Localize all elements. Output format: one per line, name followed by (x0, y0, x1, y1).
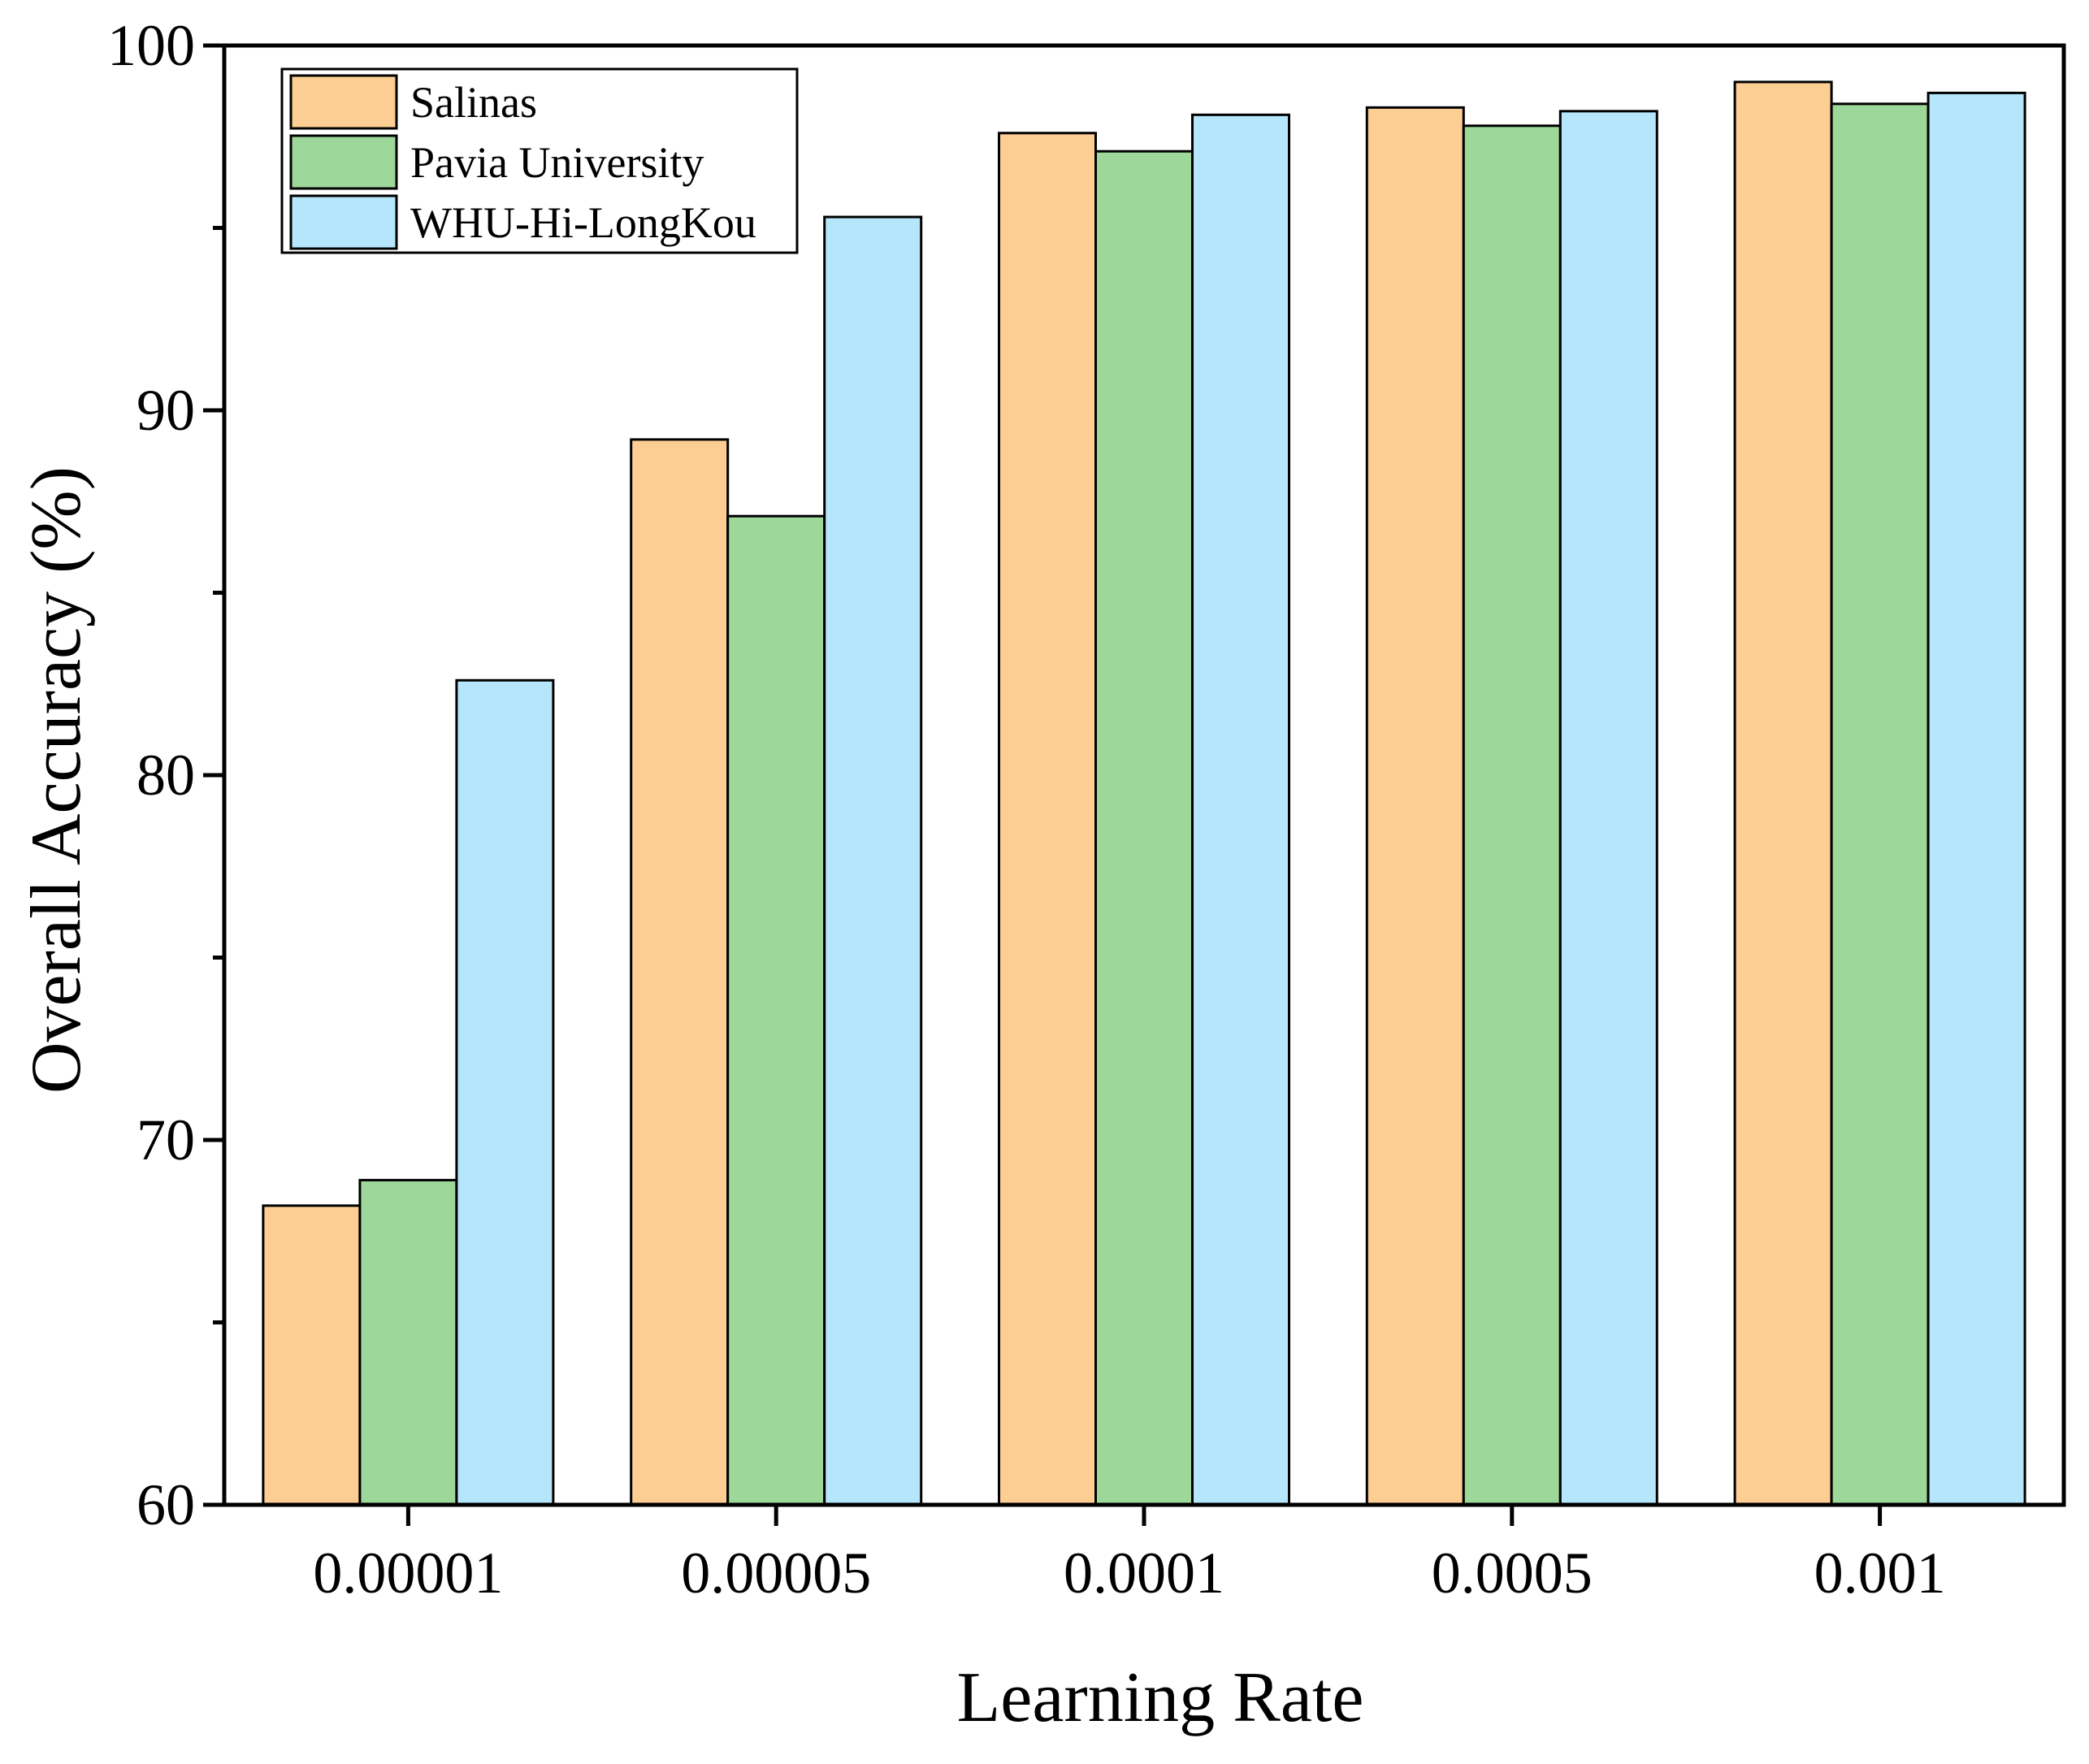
y-tick-label: 60 (137, 1472, 195, 1537)
legend-swatch-pavia-university (289, 134, 398, 190)
bar-pavia-university-0_00005 (726, 514, 826, 1506)
bar-salinas-0_00001 (262, 1204, 362, 1506)
bar-salinas-0_00005 (630, 438, 730, 1506)
ticks-group: 60 70 80 90 100 0.00001 0.00005 0.0001 0.0005 0.0… (107, 13, 1946, 1606)
bar-pavia-university-0_0005 (1462, 124, 1562, 1506)
x-axis-title: Learning Rate (957, 1658, 1364, 1737)
legend-label-whu-hi-longkou: WHU-Hi-LongKou (410, 198, 756, 247)
bar-salinas-0_0005 (1365, 106, 1465, 1506)
bar-pavia-university-0_0001 (1094, 150, 1194, 1506)
y-axis-title: Overall Accuracy (%) (17, 466, 96, 1094)
x-tick-label: 0.001 (1814, 1541, 1946, 1606)
bar-pavia-university-0_001 (1830, 102, 1930, 1506)
y-tick-label: 90 (137, 378, 195, 443)
x-tick-label: 0.0001 (1064, 1541, 1224, 1606)
legend-label-salinas: Salinas (410, 78, 537, 127)
legend-swatch-salinas (289, 74, 398, 130)
bar-whu-hi-longkou-0_0001 (1191, 113, 1290, 1506)
bar-whu-hi-longkou-0_001 (1926, 91, 2026, 1506)
y-tick-label: 80 (137, 743, 195, 808)
y-tick-label: 100 (107, 13, 195, 78)
bars-group (262, 80, 2026, 1506)
bar-whu-hi-longkou-0_00005 (823, 215, 923, 1506)
bar-whu-hi-longkou-0_0005 (1558, 110, 1658, 1506)
x-tick-label: 0.00005 (681, 1541, 871, 1606)
legend-label-pavia-university: Pavia University (410, 138, 704, 187)
bar-salinas-0_001 (1733, 80, 1833, 1506)
bar-pavia-university-0_00001 (358, 1178, 458, 1506)
legend-swatch-whu-hi-longkou (289, 194, 398, 250)
legend: Salinas Pavia University WHU-Hi-LongKou (280, 67, 799, 254)
bar-salinas-0_0001 (998, 132, 1097, 1506)
x-tick-label: 0.0005 (1432, 1541, 1593, 1606)
bar-whu-hi-longkou-0_00001 (455, 678, 555, 1506)
x-tick-label: 0.00001 (313, 1541, 503, 1606)
y-tick-label: 70 (137, 1107, 195, 1172)
